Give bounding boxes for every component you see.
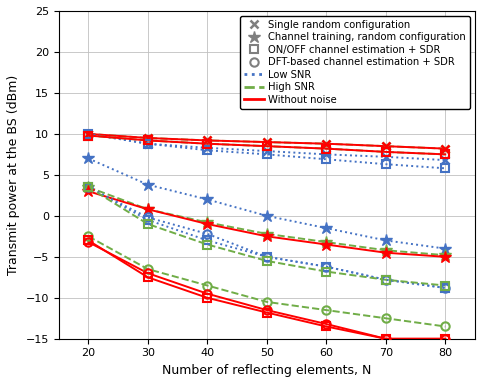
Y-axis label: Transmit power at the BS (dBm): Transmit power at the BS (dBm) <box>7 75 20 275</box>
X-axis label: Number of reflecting elements, N: Number of reflecting elements, N <box>162 364 372 377</box>
Legend: Single random configuration, Channel training, random configuration, ON/OFF chan: Single random configuration, Channel tra… <box>241 16 470 109</box>
